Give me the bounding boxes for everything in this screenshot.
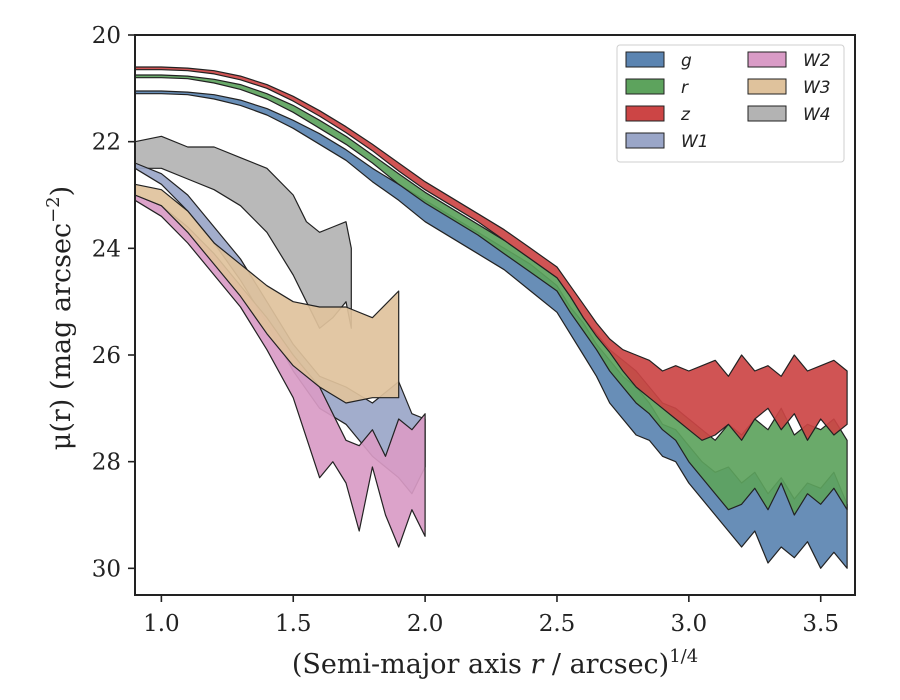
- y-tick-label: 30: [92, 556, 121, 582]
- legend-label-r: r: [681, 78, 689, 98]
- legend-label-g: g: [681, 51, 692, 71]
- x-tick-label: 1.0: [143, 611, 180, 637]
- y-tick-label: 20: [92, 23, 121, 49]
- x-axis-title: (Semi-major axis r / arcsec)1/4: [292, 646, 698, 680]
- legend-swatch-w1: [625, 132, 665, 149]
- x-axis: 1.0 1.5 2.0 2.5 3.0 3.5: [143, 595, 839, 637]
- legend-label-w1: W1: [681, 132, 709, 152]
- legend-swatch-w4: [747, 105, 787, 122]
- y-tick-label: 24: [92, 236, 121, 262]
- legend-label-w2: W2: [803, 51, 831, 71]
- series-areas: [134, 66, 848, 569]
- y-axis: 20 22 24 26 28 30: [92, 23, 135, 582]
- x-tick-label: 2.5: [539, 611, 576, 637]
- legend-swatch-g: [625, 51, 665, 68]
- y-tick-label: 26: [92, 343, 121, 369]
- legend: grz W1 W2 W3 W4: [616, 44, 845, 163]
- series-band-r: [134, 74, 848, 516]
- legend-label-w4: W4: [803, 105, 831, 125]
- x-tick-label: 3.0: [671, 611, 708, 637]
- legend-swatch-w2: [747, 51, 787, 68]
- y-tick-label: 28: [92, 450, 121, 476]
- y-axis-title: μ(r) (mag arcsec−2): [43, 186, 77, 450]
- legend-swatch-r: [625, 78, 665, 95]
- y-tick-label: 22: [92, 130, 121, 156]
- plot-frame: [134, 34, 856, 596]
- series-band-z: [134, 66, 848, 441]
- legend-box: [616, 44, 845, 163]
- legend-label-w3: W3: [803, 78, 831, 98]
- legend-label-z: z: [680, 105, 691, 125]
- x-tick-label: 3.5: [802, 611, 839, 637]
- legend-swatch-z: [625, 105, 665, 122]
- legend-swatch-w3: [747, 78, 787, 95]
- series-band-w3: [134, 183, 400, 404]
- x-tick-label: 1.5: [275, 611, 312, 637]
- legend-entries: grz W1 W2 W3 W4: [625, 51, 831, 152]
- x-tick-label: 2.0: [407, 611, 444, 637]
